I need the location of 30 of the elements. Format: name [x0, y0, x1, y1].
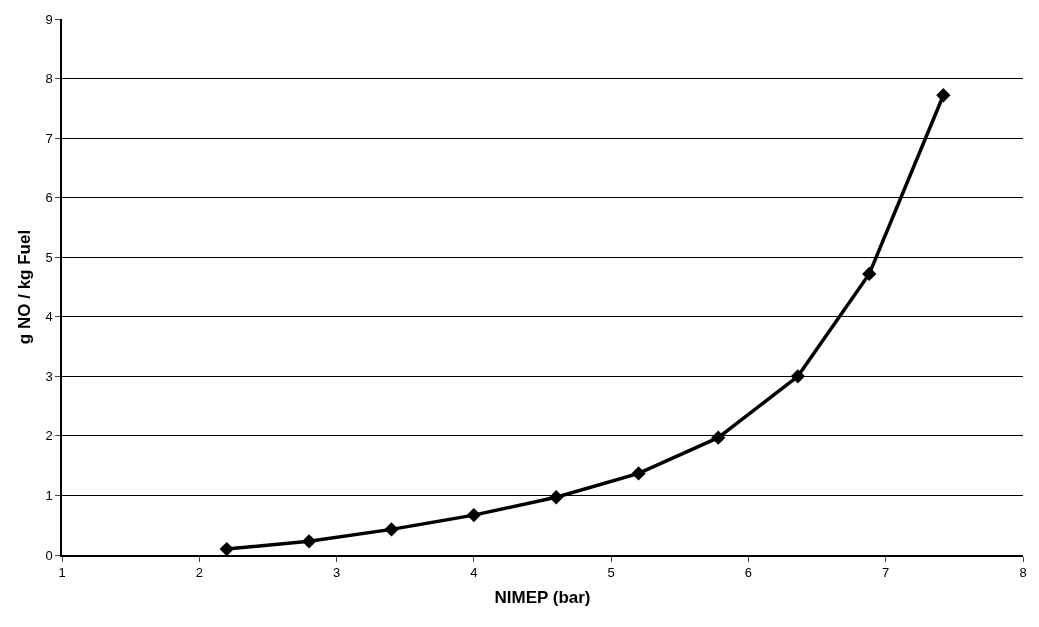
y-tick-label: 5 — [45, 249, 53, 265]
y-tick-label: 7 — [45, 130, 53, 146]
point — [384, 522, 399, 537]
y-tick-label: 8 — [45, 71, 53, 87]
y-tick-label: 1 — [45, 487, 53, 503]
point — [301, 534, 317, 549]
x-tick-label: 7 — [882, 565, 890, 581]
y-tick-label: 9 — [45, 11, 53, 27]
point — [790, 369, 805, 384]
point — [549, 490, 564, 505]
x-tick-label: 6 — [744, 565, 753, 581]
point — [466, 507, 482, 523]
point — [936, 88, 951, 103]
y-tick-label: 6 — [45, 190, 53, 206]
x-tick-label: 3 — [332, 565, 341, 581]
x-tick-label: 1 — [58, 565, 66, 581]
point — [219, 541, 234, 555]
point — [862, 266, 877, 282]
x-tick-label: 5 — [607, 565, 615, 581]
y-tick-label: 2 — [45, 428, 53, 444]
x-tick-label: 2 — [195, 565, 203, 581]
y-axis-title: g NO / kg Fuel — [15, 229, 35, 345]
point — [631, 466, 646, 481]
x-tick-label: 8 — [1019, 565, 1027, 581]
x-axis-title: NIMEP (bar) — [494, 588, 591, 608]
x-tick-label: 4 — [470, 565, 478, 581]
y-tick-label: 4 — [45, 309, 53, 325]
point — [711, 430, 726, 445]
y-tick-label: 3 — [45, 368, 53, 384]
y-tick-label: 0 — [45, 547, 53, 563]
